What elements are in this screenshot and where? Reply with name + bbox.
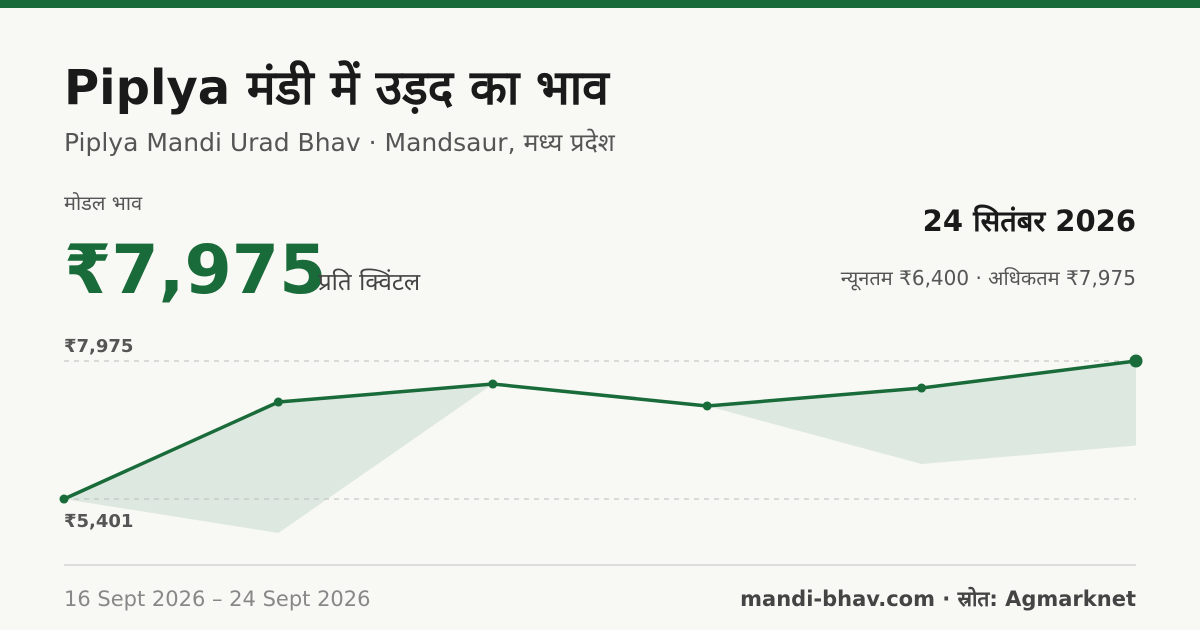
min-max: न्यूनतम ₹6,400 · अधिकतम ₹7,975 xyxy=(841,266,1136,291)
point xyxy=(917,383,927,393)
line xyxy=(63,359,1137,501)
title: Piplya मंडी में उड़द का भाव xyxy=(64,60,611,116)
point xyxy=(273,397,283,407)
footer-dates: 16 Sept 2026 – 24 Sept 2026 xyxy=(64,587,371,611)
y-tick-label: ₹7,975 xyxy=(64,336,133,357)
plot: ₹5,401 ₹7,975 xyxy=(59,336,1143,533)
top-bar xyxy=(0,0,1200,8)
point xyxy=(59,494,69,504)
point xyxy=(488,379,498,389)
footer-source: mandi-bhav.com · स्रोत: Agmarknet xyxy=(740,586,1136,611)
price: ₹7,975 xyxy=(64,231,326,310)
point xyxy=(702,401,712,411)
unit: प्रति क्विंटल xyxy=(318,268,421,296)
date: 24 सितंबर 2026 xyxy=(923,204,1136,238)
point xyxy=(1129,354,1143,368)
price-label: मोडल भाव xyxy=(64,191,143,215)
range-band xyxy=(64,361,1136,533)
subtitle: Piplya Mandi Urad Bhav · Mandsaur, मध्य … xyxy=(64,128,616,157)
y-tick-label: ₹5,401 xyxy=(64,511,133,532)
